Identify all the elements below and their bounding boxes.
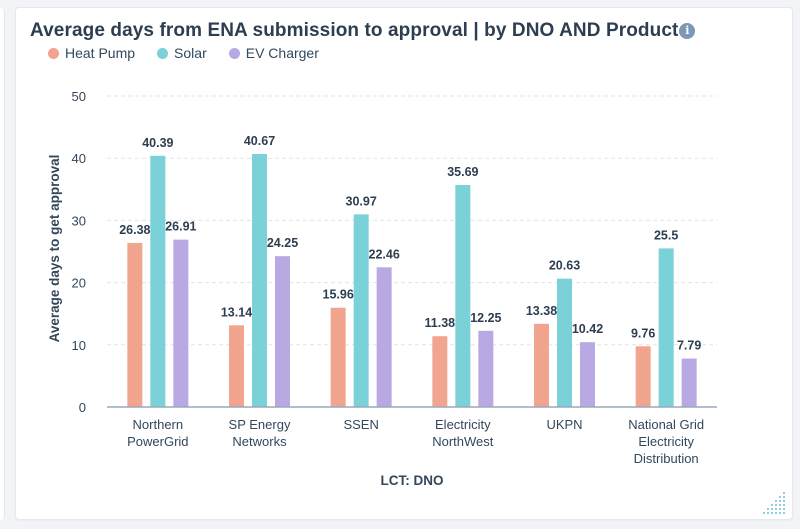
bar-solar — [557, 278, 572, 407]
data-label: 30.97 — [346, 194, 377, 208]
data-label: 22.46 — [369, 247, 400, 261]
y-tick-label: 50 — [72, 89, 86, 104]
bar-ev-charger — [478, 330, 494, 407]
data-label: 20.63 — [549, 259, 580, 273]
data-label: 24.25 — [267, 236, 298, 250]
legend-dot-icon — [228, 47, 240, 59]
bar-solar — [455, 185, 471, 407]
data-label: 40.39 — [142, 136, 173, 150]
x-tick-label: PowerGrid — [127, 434, 188, 449]
grip-dot — [767, 508, 769, 510]
grip-dot — [767, 512, 769, 514]
grip-dot — [779, 508, 781, 510]
grip-dot — [779, 512, 781, 514]
data-label: 26.91 — [165, 220, 196, 234]
x-tick-label: UKPN — [546, 417, 582, 432]
bar-solar — [353, 214, 369, 407]
bar-heat-pump — [127, 242, 143, 407]
y-tick-label: 10 — [72, 338, 86, 353]
grip-dot — [771, 512, 773, 514]
bar-ev-charger — [681, 358, 697, 407]
bar-solar — [658, 248, 674, 407]
data-label: 13.14 — [221, 305, 252, 319]
bar-ev-charger — [580, 342, 595, 407]
grip-dot — [779, 500, 781, 502]
adjacent-card-edge — [0, 8, 5, 520]
bar-heat-pump — [229, 325, 244, 407]
data-label: 10.42 — [572, 322, 603, 336]
bar-ev-charger — [173, 239, 189, 407]
legend-dot-icon — [48, 47, 59, 59]
bar-heat-pump — [534, 323, 549, 407]
data-label: 11.38 — [425, 316, 456, 330]
chart-title-text: Average days from ENA submission to appr… — [30, 20, 679, 41]
legend-item-solar[interactable]: Solar — [157, 45, 207, 61]
bar-solar — [150, 155, 166, 407]
grip-dot — [775, 504, 777, 506]
bar-ev-charger — [275, 256, 290, 407]
grip-dot — [775, 500, 777, 502]
x-tick-label: Networks — [232, 434, 287, 449]
y-tick-label: 30 — [72, 213, 86, 228]
x-tick-label: National Grid — [628, 417, 704, 432]
bar-heat-pump — [330, 307, 346, 407]
legend-item-heat-pump[interactable]: Heat Pump — [48, 45, 135, 61]
grip-dot — [775, 512, 777, 514]
grip-dot — [783, 504, 785, 506]
x-tick-label: SP Energy — [229, 417, 291, 432]
data-label: 7.79 — [677, 339, 701, 353]
x-tick-label: Electricity — [638, 434, 694, 449]
y-tick-label: 0 — [79, 400, 86, 415]
legend-label: Heat Pump — [65, 45, 136, 61]
grip-dot — [783, 500, 785, 502]
data-label: 15.96 — [323, 288, 354, 302]
legend-dot-icon — [157, 47, 169, 59]
x-tick-label: SSEN — [343, 417, 378, 432]
bar-solar — [252, 154, 267, 407]
data-label: 26.38 — [119, 223, 150, 237]
x-tick-label: NorthWest — [432, 434, 494, 449]
bar-heat-pump — [432, 336, 448, 407]
data-label: 9.76 — [631, 326, 655, 340]
x-tick-label: Electricity — [435, 417, 491, 432]
info-icon[interactable]: i — [679, 23, 696, 39]
grip-dot — [763, 512, 765, 514]
bar-ev-charger — [376, 267, 392, 407]
data-label: 35.69 — [447, 165, 478, 179]
grip-dot — [771, 508, 773, 510]
x-tick-label: Distribution — [634, 451, 699, 466]
chart-title: Average days from ENA submission to appr… — [30, 20, 696, 42]
data-label: 12.25 — [470, 311, 501, 325]
grip-dot — [779, 496, 781, 498]
grip-dot — [775, 508, 777, 510]
bar-heat-pump — [635, 346, 651, 407]
y-axis-title: Average days to get approval — [47, 155, 62, 343]
y-tick-label: 40 — [72, 151, 86, 166]
x-axis-title: LCT: DNO — [381, 473, 444, 488]
grip-dot — [771, 504, 773, 506]
data-label: 40.67 — [244, 134, 275, 148]
y-tick-label: 20 — [72, 276, 86, 291]
grip-dot — [783, 492, 785, 494]
grip-dot — [779, 504, 781, 506]
grip-dot — [783, 508, 785, 510]
legend-item-ev-charger[interactable]: EV Charger — [228, 45, 319, 61]
x-tick-label: Northern — [133, 417, 184, 432]
grip-dot — [783, 496, 785, 498]
legend-label: Solar — [174, 45, 207, 61]
legend-label: EV Charger — [245, 45, 319, 61]
data-label: 25.5 — [654, 228, 678, 242]
chart-legend: Heat Pump Solar EV Charger — [48, 45, 319, 61]
data-label: 13.38 — [526, 304, 557, 318]
resize-grip-icon[interactable] — [762, 491, 788, 517]
grip-dot — [783, 512, 785, 514]
